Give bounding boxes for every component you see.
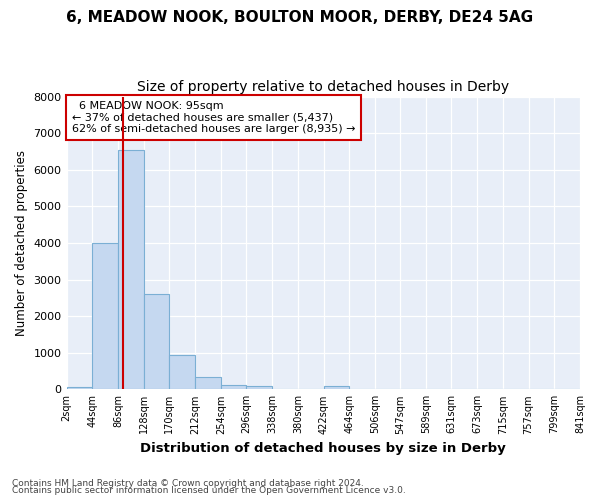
Bar bbox=[221, 384, 247, 390]
Bar bbox=[143, 294, 169, 390]
Text: Contains HM Land Registry data © Crown copyright and database right 2024.: Contains HM Land Registry data © Crown c… bbox=[12, 478, 364, 488]
Bar bbox=[195, 377, 221, 390]
Bar bbox=[247, 386, 272, 390]
Text: 6 MEADOW NOOK: 95sqm
← 37% of detached houses are smaller (5,437)
62% of semi-de: 6 MEADOW NOOK: 95sqm ← 37% of detached h… bbox=[71, 101, 355, 134]
Text: Contains public sector information licensed under the Open Government Licence v3: Contains public sector information licen… bbox=[12, 486, 406, 495]
Bar bbox=[323, 386, 349, 390]
Bar bbox=[118, 150, 143, 390]
X-axis label: Distribution of detached houses by size in Derby: Distribution of detached houses by size … bbox=[140, 442, 506, 455]
Bar bbox=[92, 243, 118, 390]
Y-axis label: Number of detached properties: Number of detached properties bbox=[15, 150, 28, 336]
Title: Size of property relative to detached houses in Derby: Size of property relative to detached ho… bbox=[137, 80, 509, 94]
Bar bbox=[67, 388, 92, 390]
Text: 6, MEADOW NOOK, BOULTON MOOR, DERBY, DE24 5AG: 6, MEADOW NOOK, BOULTON MOOR, DERBY, DE2… bbox=[67, 10, 533, 25]
Bar bbox=[169, 354, 195, 390]
